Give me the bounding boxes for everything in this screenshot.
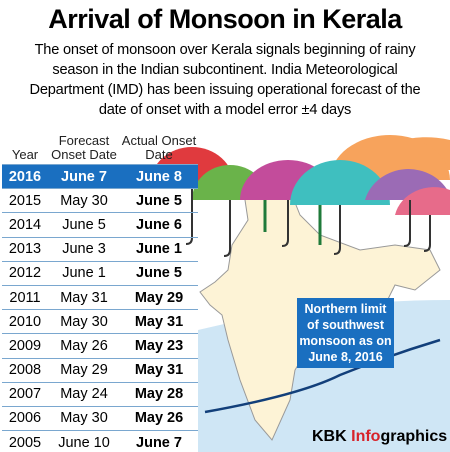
table-cell: May 30: [60, 410, 108, 427]
table-cell: 2013: [8, 241, 42, 258]
table-row: 2006 May 30 May 26: [2, 407, 198, 432]
description: The onset of monsoon over Kerala signals…: [29, 42, 421, 118]
table-row: 2010 May 30 May 31: [2, 310, 198, 335]
table-row: 2008 May 29 May 31: [2, 359, 198, 383]
table-cell: May 31: [60, 289, 108, 306]
title: Arrival of Monsoon in Kerala: [48, 4, 402, 34]
table-cell: 2010: [8, 313, 42, 330]
table-cell: June 7: [136, 434, 182, 451]
table-cell: 2007: [8, 386, 42, 403]
table-cell: 2005: [8, 434, 42, 451]
table-cell: May 29: [134, 289, 184, 306]
table-cell: June 1: [62, 265, 106, 282]
table-cell: May 30: [60, 313, 108, 330]
table-cell: June 5: [136, 265, 182, 282]
table-row: 2012 June 1 June 5: [2, 262, 198, 286]
column-header: Year: [11, 147, 39, 162]
table-cell: 2011: [9, 289, 41, 306]
table: Year Forecast Onset Date Actual Onset Da…: [2, 126, 198, 452]
table-cell: May 26: [134, 410, 184, 427]
table-cell: May 30: [60, 192, 108, 209]
monsoon-limit-line: [204, 338, 441, 414]
table-cell: May 23: [134, 337, 184, 354]
map-annotation: Northern limit of southwest monsoon as o…: [297, 298, 394, 368]
credit: KBK Infographics: [312, 428, 447, 446]
table-cell: 2016: [8, 168, 42, 185]
table-cell: May 31: [134, 313, 184, 330]
table-header: Year Forecast Onset Date Actual Onset Da…: [2, 126, 198, 165]
table-row: 2013 June 3 June 1: [2, 238, 198, 262]
credit-suffix: graphics: [380, 428, 448, 445]
table-cell: 2012: [8, 265, 42, 282]
table-cell: 2015: [8, 192, 42, 209]
table-cell: June 1: [136, 241, 182, 258]
table-cell: 2009: [8, 337, 42, 354]
table-row: 2007 May 24 May 28: [2, 383, 198, 407]
table-cell: 2008: [8, 362, 42, 379]
table-cell: June 6: [136, 216, 182, 233]
table-row: 2009 May 26 May 23: [2, 334, 198, 359]
credit-highlight: Info: [351, 428, 381, 445]
table-cell: 2014: [8, 216, 42, 233]
table-row: 2005 June 10 June 7: [2, 431, 198, 452]
credit-brand: KBK: [312, 428, 347, 445]
umbrellas: [150, 135, 450, 257]
table-cell: June 3: [62, 241, 106, 258]
table-row: 2016 June 7 June 8: [2, 165, 198, 190]
column-header: Forecast Onset Date: [51, 133, 117, 162]
table-cell: May 26: [60, 337, 108, 354]
table-row: 2014 June 5 June 6: [2, 213, 198, 238]
table-cell: May 24: [60, 386, 108, 403]
table-cell: 2006: [8, 410, 42, 427]
column-header: Actual Onset Date: [121, 133, 197, 162]
table-cell: June 8: [136, 168, 182, 185]
table-cell: June 5: [62, 216, 106, 233]
table-cell: June 7: [61, 168, 107, 185]
table-cell: June 5: [136, 192, 182, 209]
table-cell: May 31: [134, 362, 184, 379]
table-row: 2011 May 31 May 29: [2, 286, 198, 311]
table-cell: June 10: [58, 434, 110, 451]
table-row: 2015 May 30 June 5: [2, 189, 198, 214]
table-cell: May 28: [134, 386, 184, 403]
table-cell: May 29: [60, 362, 108, 379]
